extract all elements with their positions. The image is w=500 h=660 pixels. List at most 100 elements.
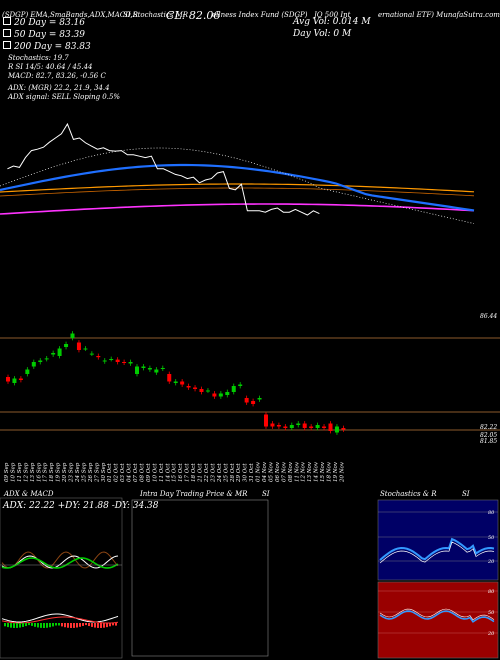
date-label: 14 Oct bbox=[165, 463, 171, 482]
macd-hist-bar bbox=[88, 623, 90, 627]
candle-body bbox=[328, 423, 333, 431]
intra-panel-title: Intra Day Trading Price & MR bbox=[140, 490, 248, 498]
rsi-signal-line bbox=[379, 608, 495, 621]
macd-hist-bar bbox=[85, 623, 87, 626]
intra-panel-frame bbox=[131, 499, 269, 657]
price-label-3: 81.85 bbox=[480, 438, 498, 445]
date-label: 07 Oct bbox=[133, 463, 139, 482]
candle-body bbox=[276, 425, 281, 427]
candle-body bbox=[212, 393, 217, 397]
candle-body bbox=[51, 353, 56, 355]
candle-body bbox=[251, 401, 256, 404]
candle-body bbox=[322, 426, 327, 428]
date-label: 04 Oct bbox=[127, 463, 133, 482]
date-label: 16 Oct bbox=[178, 463, 184, 482]
title-tail: ellness Index Fund (SDGP) bbox=[212, 11, 308, 19]
date-label: 10 Sep bbox=[10, 462, 16, 482]
candle-body bbox=[334, 426, 339, 433]
legend-adx-signal: ADX signal: SELL Sloping 0.5% bbox=[8, 93, 121, 101]
date-label: 11 Sep bbox=[17, 462, 23, 482]
date-label: 16 Sep bbox=[36, 462, 42, 482]
date-label: 29 Oct bbox=[236, 463, 242, 483]
candle-body bbox=[257, 398, 262, 400]
candle-body bbox=[70, 333, 75, 338]
candle-body bbox=[31, 362, 36, 367]
stoch-tick-label: 80 bbox=[488, 510, 495, 516]
macd-hist-bar bbox=[49, 623, 51, 628]
stoch-panel-title: Stochastics & R bbox=[380, 490, 437, 498]
candle-body bbox=[57, 348, 62, 356]
ma50-line bbox=[0, 163, 475, 212]
adx-panel-title: ADX & MACD bbox=[4, 490, 54, 498]
candle-body bbox=[135, 366, 139, 374]
date-label: 08 Nov bbox=[288, 461, 294, 482]
candle-body bbox=[12, 378, 17, 383]
candle-body bbox=[238, 384, 243, 386]
date-label: 15 Nov bbox=[320, 461, 326, 482]
sub-panels: 80 50 20 80 50 20 bbox=[0, 497, 499, 659]
stoch-d-line bbox=[379, 541, 495, 564]
date-label: 13 Sep bbox=[30, 462, 36, 482]
date-label: 25 Oct bbox=[223, 463, 229, 483]
candles bbox=[6, 331, 346, 435]
date-label: 04 Nov bbox=[262, 461, 268, 482]
macd-hist-bar bbox=[13, 623, 15, 628]
legend-ma200-box bbox=[3, 41, 11, 49]
legend-ma20: 20 Day = 83.16 bbox=[3, 17, 85, 28]
stoch-panel-frame bbox=[377, 499, 499, 581]
date-label: 22 Oct bbox=[204, 463, 210, 483]
price-line bbox=[7, 122, 320, 216]
candle-body bbox=[264, 414, 268, 427]
macd-hist-bar bbox=[46, 623, 48, 628]
candle-body bbox=[109, 359, 114, 360]
ticker-desc: ernational ETF) MunafaSutra.com bbox=[378, 11, 500, 19]
date-label: 26 Sep bbox=[88, 462, 94, 483]
date-label: 12 Nov bbox=[301, 461, 307, 482]
rsi-tick-label: 20 bbox=[487, 631, 495, 637]
close-label: CL: 82.06 bbox=[166, 9, 221, 22]
date-label: 11 Nov bbox=[294, 461, 300, 482]
candle-body bbox=[147, 368, 152, 370]
macd-hist-bar bbox=[10, 623, 12, 628]
candle-body bbox=[160, 368, 165, 369]
date-label: 23 Oct bbox=[210, 463, 216, 483]
macd-hist-bar bbox=[106, 623, 108, 628]
legend-ma20-box bbox=[3, 17, 11, 25]
macd-hist-bar bbox=[37, 623, 39, 628]
candle-body bbox=[173, 381, 178, 383]
legend-ma200-text: 200 Day = 83.83 bbox=[14, 42, 91, 52]
date-label: 14 Nov bbox=[314, 461, 320, 482]
date-label: 25 Sep bbox=[81, 462, 87, 483]
legend-stochastics: Stochastics: 19.7 bbox=[8, 54, 69, 62]
legend-ma200: 200 Day = 83.83 bbox=[3, 41, 91, 52]
candle-body bbox=[89, 353, 94, 355]
legend-ma50: 50 Day = 83.39 bbox=[3, 29, 85, 40]
macd-hist-bar bbox=[55, 623, 57, 626]
macd-hist-bar bbox=[82, 623, 84, 626]
stoch-panel-si: SI bbox=[462, 490, 470, 498]
candle-body bbox=[128, 362, 133, 364]
sma-band-line bbox=[0, 203, 475, 215]
candle-body bbox=[83, 348, 88, 350]
legend-rsi: R SI 14/5: 40.64 / 45.44 bbox=[8, 63, 93, 71]
price-label-2: 82.05 bbox=[480, 432, 498, 439]
candle-body bbox=[296, 423, 301, 425]
candle-body bbox=[38, 360, 43, 362]
candle-body bbox=[186, 386, 191, 388]
legend-macd: MACD: 82.7, 83.26, -0.56 C bbox=[8, 72, 106, 80]
macd-hist-bar bbox=[52, 623, 54, 627]
rsi-line bbox=[379, 610, 495, 623]
stoch-tick-label: 20 bbox=[487, 559, 495, 565]
candle-body bbox=[25, 369, 30, 374]
title-tail-2: JQ 500 Int bbox=[314, 11, 351, 19]
moving-average-lines bbox=[0, 122, 475, 224]
candle-body bbox=[205, 390, 210, 392]
candle-body bbox=[315, 425, 320, 428]
date-label: 17 Sep bbox=[43, 462, 49, 482]
header-top-left: (SDGP) EMA,SmaBands,ADX,MACD,R bbox=[2, 11, 138, 19]
date-label: 09 Sep bbox=[4, 462, 10, 482]
date-label: 20 Nov bbox=[339, 461, 345, 483]
macd-hist-bar bbox=[64, 623, 66, 628]
adx-plus-di-line bbox=[1, 557, 119, 569]
candle-body bbox=[270, 423, 275, 427]
